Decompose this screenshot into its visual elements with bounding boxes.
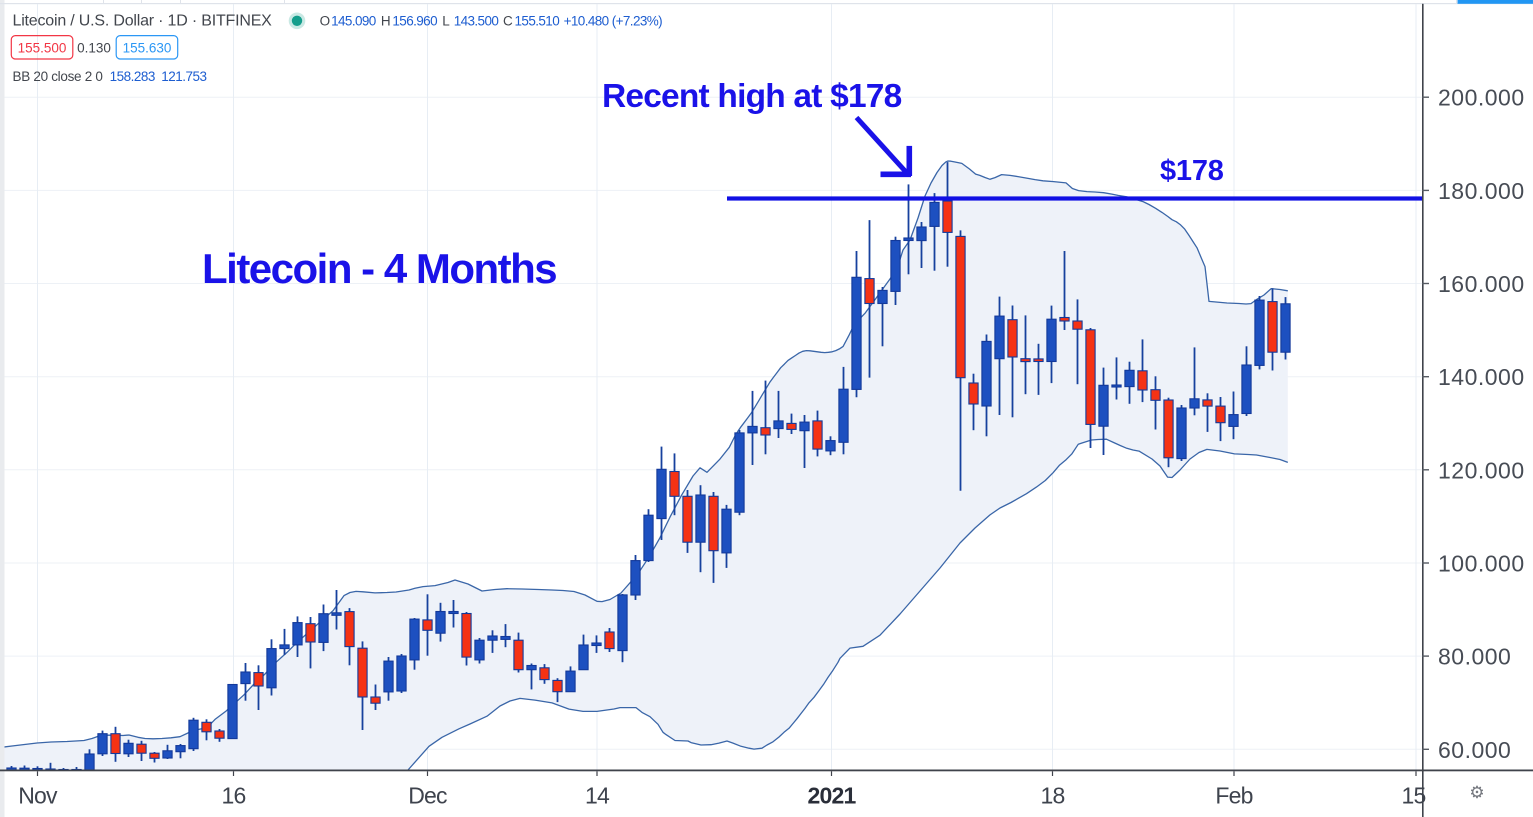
svg-text:155.630: 155.630 xyxy=(123,40,172,55)
svg-text:H: H xyxy=(381,14,391,29)
svg-text:+10.480 (+7.23%): +10.480 (+7.23%) xyxy=(564,14,663,29)
svg-text:15: 15 xyxy=(1402,783,1426,809)
svg-text:14: 14 xyxy=(585,783,610,809)
svg-text:155.500: 155.500 xyxy=(18,40,67,55)
svg-text:155.510: 155.510 xyxy=(515,14,560,29)
svg-text:BB 20 close 2 0: BB 20 close 2 0 xyxy=(13,69,103,84)
svg-text:0.130: 0.130 xyxy=(77,40,111,55)
svg-text:$178: $178 xyxy=(1160,155,1224,187)
svg-text:Dec: Dec xyxy=(408,783,447,809)
svg-text:160.000: 160.000 xyxy=(1438,271,1525,297)
svg-text:L: L xyxy=(442,14,450,29)
svg-text:80.000: 80.000 xyxy=(1438,644,1511,670)
svg-text:Nov: Nov xyxy=(18,783,58,809)
svg-text:2021: 2021 xyxy=(808,783,857,809)
svg-text:120.000: 120.000 xyxy=(1438,457,1525,483)
svg-text:158.283: 158.283 xyxy=(110,69,155,84)
svg-text:Recent high at $178: Recent high at $178 xyxy=(602,78,902,115)
svg-text:143.500: 143.500 xyxy=(454,14,499,29)
svg-text:100.000: 100.000 xyxy=(1438,551,1525,577)
svg-text:156.960: 156.960 xyxy=(392,14,437,29)
svg-text:18: 18 xyxy=(1041,783,1065,809)
svg-text:145.090: 145.090 xyxy=(331,14,376,29)
svg-text:C: C xyxy=(503,14,513,29)
svg-text:Litecoin / U.S. Dollar · 1D ·: Litecoin / U.S. Dollar · 1D · BITFINEX xyxy=(13,13,273,30)
svg-text:180.000: 180.000 xyxy=(1438,178,1525,204)
svg-text:121.753: 121.753 xyxy=(161,69,206,84)
svg-text:60.000: 60.000 xyxy=(1438,737,1511,763)
svg-text:Feb: Feb xyxy=(1215,783,1252,809)
svg-text:16: 16 xyxy=(222,783,246,809)
svg-text:⚙: ⚙ xyxy=(1469,783,1484,802)
svg-text:Litecoin - 4 Months: Litecoin - 4 Months xyxy=(202,245,556,292)
svg-text:140.000: 140.000 xyxy=(1438,364,1525,390)
svg-text:200.000: 200.000 xyxy=(1438,85,1525,111)
svg-text:O: O xyxy=(320,14,331,29)
